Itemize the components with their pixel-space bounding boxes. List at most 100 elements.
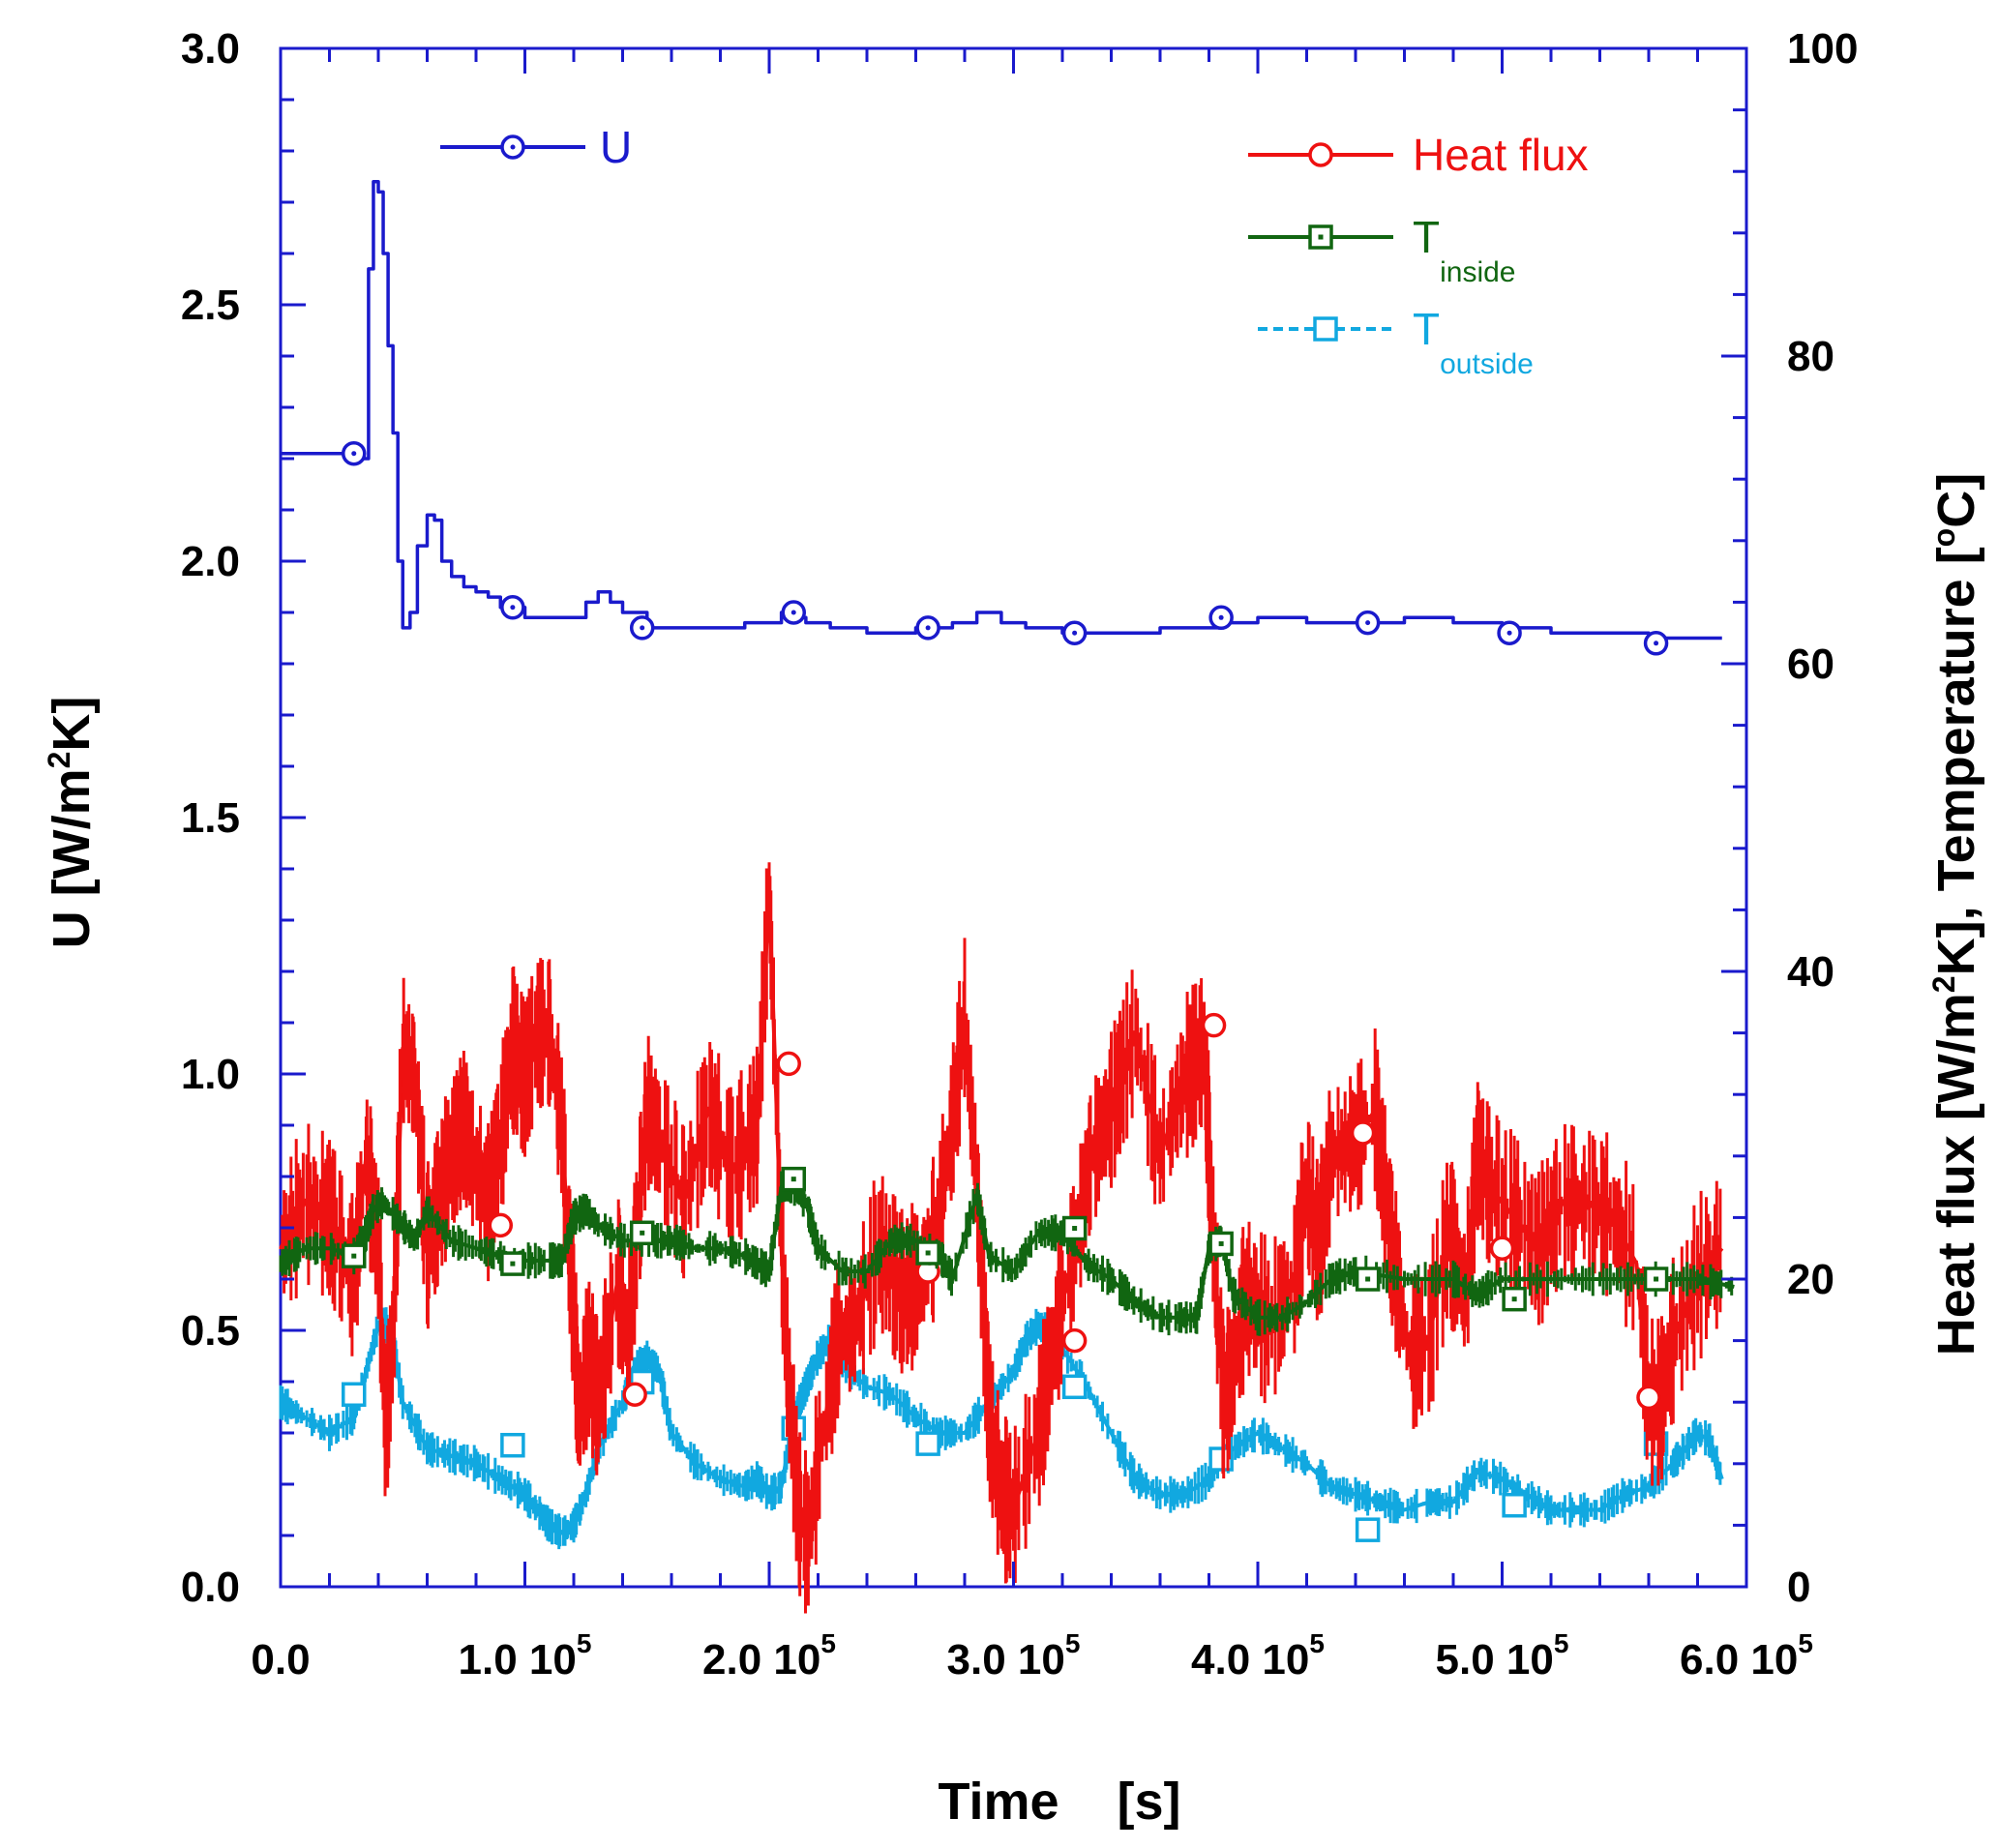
x-tick-mantissa: 1.0 10 xyxy=(459,1636,577,1684)
legend-label-u: U xyxy=(600,122,632,172)
y-right-tick-label: 80 xyxy=(1787,333,1834,380)
x-tick-label: 4.0 105 xyxy=(1191,1628,1325,1684)
legend-marker-center xyxy=(510,144,516,150)
series-layer xyxy=(279,180,1735,1614)
legend-label-heat-flux: Heat flux xyxy=(1413,130,1589,180)
x-tick-label: 6.0 105 xyxy=(1680,1628,1813,1684)
data-point-center xyxy=(790,610,796,615)
legend-marker xyxy=(1308,142,1333,167)
y-right-title-part: Heat flux [W/m xyxy=(1927,993,1985,1356)
x-tick-exponent: 5 xyxy=(1554,1628,1569,1658)
data-point xyxy=(342,1382,367,1407)
x-tick-mantissa: 6.0 10 xyxy=(1680,1636,1798,1684)
data-point-center xyxy=(640,625,645,631)
y-left-title-sup: 2 xyxy=(42,752,76,769)
data-point-center xyxy=(1506,630,1512,636)
data-point xyxy=(1489,1236,1515,1261)
y-left-tick-label: 0.0 xyxy=(181,1564,240,1611)
tick-layer xyxy=(279,46,1748,1589)
legend-label-subscript: inside xyxy=(1440,256,1515,288)
label-layer: 0.0 0.5 1.0 1.5 2.0 2.5 3.0 0 20 40 60 80 100 0.0 1.0 … xyxy=(181,25,1859,1684)
series-u xyxy=(281,180,1722,656)
x-tick-label: 2.0 105 xyxy=(702,1628,836,1684)
x-tick-label: 3.0 105 xyxy=(947,1628,1081,1684)
x-axis-title: Time [s] xyxy=(938,1773,1180,1831)
x-tick-exponent: 5 xyxy=(820,1628,836,1658)
data-point xyxy=(915,1431,940,1456)
y-right-title-sup: 2 xyxy=(1926,975,1961,993)
x-tick-mantissa: 2.0 10 xyxy=(702,1636,820,1684)
data-point-center xyxy=(925,625,931,631)
x-axis-title-unit: [s] xyxy=(1118,1773,1181,1831)
data-point xyxy=(1061,1374,1088,1400)
y-left-tick-label: 0.5 xyxy=(181,1307,240,1355)
x-tick-mantissa: 3.0 10 xyxy=(947,1636,1065,1684)
data-point-center xyxy=(351,1253,357,1259)
x-tick-mantissa: 5.0 10 xyxy=(1436,1636,1554,1684)
data-point-center xyxy=(1654,1276,1659,1282)
legend-label-main: Heat flux xyxy=(1413,130,1589,180)
y-right-tick-label: 0 xyxy=(1787,1564,1810,1611)
data-point-center xyxy=(925,1250,931,1256)
x-tick-mantissa: 4.0 10 xyxy=(1191,1636,1309,1684)
data-point xyxy=(500,1432,525,1458)
y-right-tick-label: 20 xyxy=(1787,1256,1834,1303)
y-right-tick-label: 60 xyxy=(1787,641,1834,688)
y-left-tick-label: 1.5 xyxy=(181,794,240,842)
data-point-center xyxy=(790,1177,796,1182)
data-point-center xyxy=(1365,620,1371,626)
series-t-inside xyxy=(279,1166,1735,1336)
x-tick-exponent: 5 xyxy=(1798,1628,1813,1658)
data-point-center xyxy=(1365,1276,1371,1282)
data-point xyxy=(1355,1517,1381,1542)
y-right-title-part: C] xyxy=(1927,473,1985,528)
x-tick-label: 1.0 105 xyxy=(459,1628,592,1684)
series-heat-flux xyxy=(279,862,1724,1614)
data-point-center xyxy=(1072,1226,1078,1232)
data-point xyxy=(1201,1012,1227,1038)
y-left-title-part: K] xyxy=(43,697,101,752)
data-point xyxy=(1636,1385,1661,1411)
data-point-center xyxy=(1072,630,1078,636)
data-point-center xyxy=(1511,1297,1517,1302)
series-noise xyxy=(279,862,1722,1614)
x-tick-label: 5.0 105 xyxy=(1436,1628,1569,1684)
y-left-tick-label: 2.0 xyxy=(181,538,240,585)
axis-titles: Time [s]U [W/m2K]Heat flux [W/m2K], Tempe… xyxy=(42,473,1985,1831)
x-tick-exponent: 5 xyxy=(1065,1628,1081,1658)
data-point-center xyxy=(1654,641,1659,646)
series-noise xyxy=(279,1307,1723,1550)
y-left-tick-label: 3.0 xyxy=(181,25,240,73)
legend-label-t-inside: Tinside xyxy=(1413,212,1516,288)
legend-marker xyxy=(1313,316,1338,342)
y-left-title-part: U [W/m xyxy=(43,768,101,948)
legend-label-subscript: outside xyxy=(1440,348,1534,380)
y-right-title-sup: o xyxy=(1926,528,1961,548)
plot-frame xyxy=(279,46,1748,1589)
data-point xyxy=(488,1212,513,1238)
data-point xyxy=(622,1382,647,1407)
y-left-tick-label: 1.0 xyxy=(181,1051,240,1098)
data-point-center xyxy=(510,605,516,611)
data-point xyxy=(1502,1492,1527,1518)
x-tick-exponent: 5 xyxy=(1309,1628,1325,1658)
data-point xyxy=(776,1051,801,1077)
y-right-title-part: K], Temperature [ xyxy=(1927,547,1985,975)
y-left-tick-label: 2.5 xyxy=(181,282,240,329)
series-noise xyxy=(279,1170,1734,1336)
y-right-axis-title: Heat flux [W/m2K], Temperature [oC] xyxy=(1926,473,1985,1356)
y-right-tick-label: 40 xyxy=(1787,948,1834,996)
legend-label-main: T xyxy=(1413,304,1440,354)
data-point-center xyxy=(351,451,357,457)
data-point-center xyxy=(640,1230,645,1236)
data-point xyxy=(1061,1327,1088,1354)
legend-marker-center xyxy=(1318,234,1324,240)
data-point-center xyxy=(1218,1240,1224,1246)
legend-label-main: U xyxy=(600,122,632,172)
series-line xyxy=(281,180,1722,641)
legend-label-main: T xyxy=(1413,212,1440,262)
y-left-axis-title: U [W/m2K] xyxy=(42,697,101,949)
x-tick-label: 0.0 xyxy=(251,1636,310,1684)
